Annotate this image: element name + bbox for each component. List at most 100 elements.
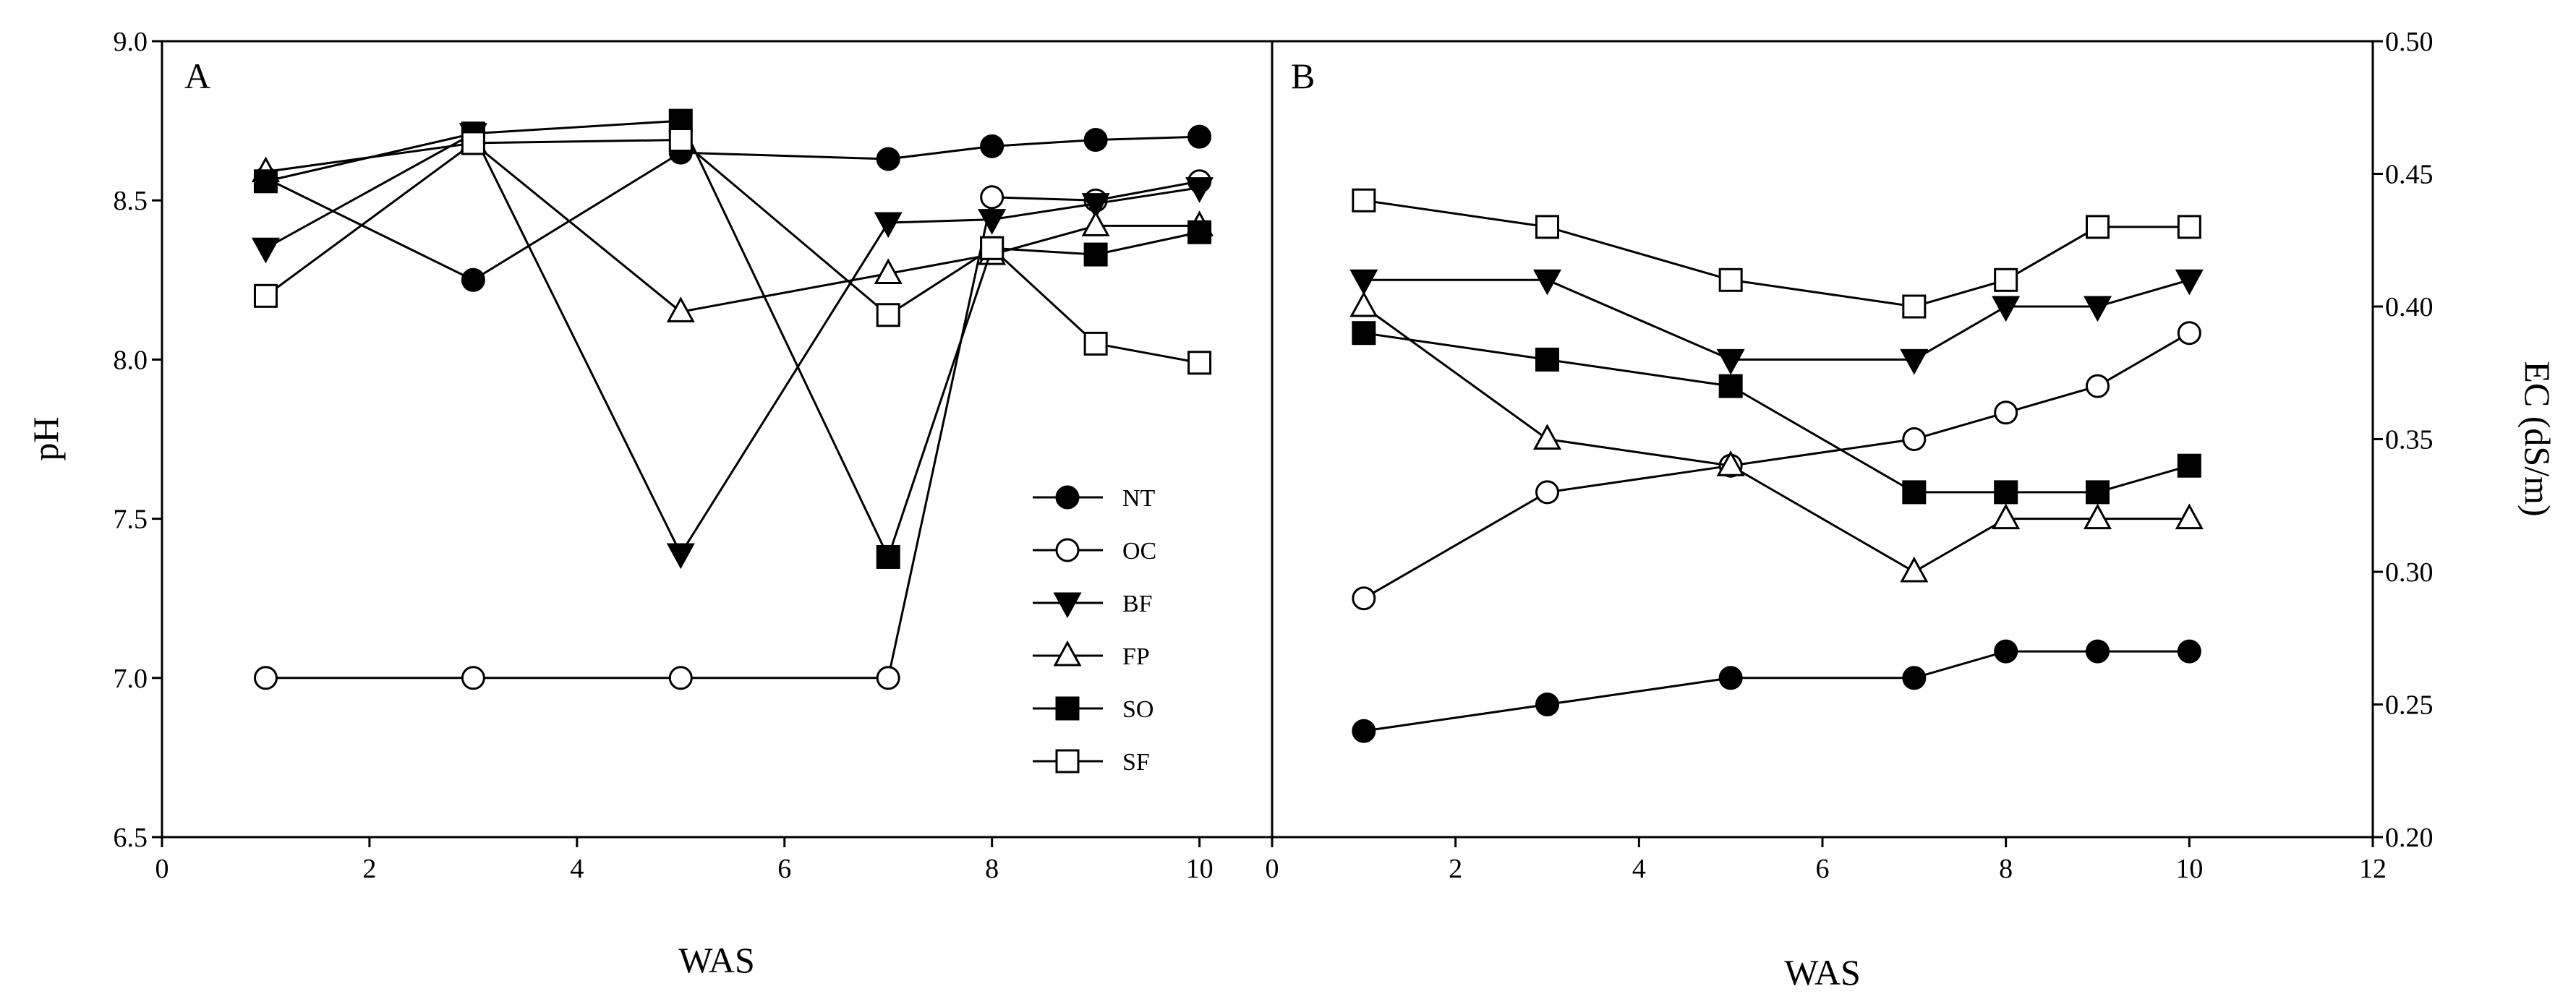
data-point-sf	[980, 236, 1005, 260]
panel-a-series	[251, 108, 1214, 690]
series-so	[1352, 321, 2201, 505]
data-point-oc	[876, 666, 900, 690]
data-point-sf	[253, 283, 278, 308]
data-point-bf	[874, 212, 903, 239]
legend-marker-fp	[1053, 640, 1082, 667]
data-point-so	[253, 169, 278, 194]
data-point-bf	[1185, 177, 1214, 203]
data-point-so	[1352, 321, 1376, 346]
data-point-sf	[2086, 215, 2110, 239]
data-point-so	[1718, 374, 1743, 398]
data-point-bf	[1081, 193, 1110, 219]
data-point-fp	[1900, 556, 1929, 583]
data-point-bf	[1992, 296, 2021, 322]
series-fp	[1349, 291, 2204, 583]
legend-marker-oc	[1055, 538, 1080, 562]
data-point-fp	[2083, 503, 2112, 530]
data-point-sf	[1187, 351, 1212, 375]
data-point-sf	[876, 303, 900, 327]
x-tick-label: 12	[2359, 854, 2387, 884]
x-tick-label: 4	[570, 854, 584, 884]
panel-a-x-axis-title: WAS	[678, 940, 755, 980]
data-point-so	[1902, 480, 1927, 505]
series-nt	[1352, 639, 2201, 743]
panel-a: A WAS pH 0 2 4 6 8 10 6.5 7.0 7.5 8.0 8.5 9.0 NT OC B…	[25, 27, 1274, 980]
data-point-sf	[2177, 215, 2201, 239]
data-point-bf	[1716, 348, 1745, 375]
y-tick-label: 0.35	[2385, 425, 2434, 455]
data-point-bf	[1900, 348, 1929, 375]
series-sf	[253, 128, 1212, 375]
data-point-nt	[1535, 693, 1559, 716]
legend-item-bf: BF	[1033, 591, 1153, 619]
data-point-nt	[980, 134, 1005, 158]
data-point-so	[1083, 242, 1108, 267]
data-point-so	[1187, 220, 1212, 244]
data-point-nt	[876, 147, 900, 171]
data-point-so	[1994, 480, 2018, 505]
data-point-nt	[461, 267, 485, 292]
panel-b-series	[1349, 188, 2204, 743]
legend-label-bf: BF	[1122, 591, 1153, 617]
data-point-sf	[1718, 267, 1743, 292]
x-tick-label: 0	[155, 854, 169, 884]
data-point-so	[876, 544, 900, 569]
series-oc	[1352, 321, 2201, 611]
data-point-oc	[668, 666, 693, 690]
data-point-sf	[1994, 267, 2018, 292]
legend-label-oc: OC	[1122, 538, 1156, 565]
data-point-nt	[1352, 719, 1376, 743]
legend-label-so: SO	[1122, 696, 1153, 723]
legend-item-so: SO	[1033, 696, 1153, 723]
data-point-nt	[1994, 639, 2018, 664]
y-tick-label: 7.0	[114, 664, 148, 694]
x-tick-label: 4	[1632, 854, 1646, 884]
series-bf	[1349, 269, 2204, 375]
legend-marker-nt	[1055, 485, 1080, 510]
y-tick-label: 7.5	[114, 505, 148, 535]
y-tick-label: 0.45	[2385, 160, 2434, 190]
data-point-bf	[978, 209, 1007, 235]
panel-b-y-axis-title: EC (dS/m)	[2517, 361, 2558, 516]
data-point-oc	[253, 666, 278, 690]
data-point-sf	[1083, 331, 1108, 356]
data-point-bf	[1532, 269, 1562, 296]
data-point-fp	[874, 258, 903, 284]
data-point-nt	[1187, 124, 1212, 149]
y-tick-label: 8.0	[114, 345, 148, 375]
data-point-oc	[1994, 400, 2018, 425]
data-point-oc	[1352, 586, 1376, 611]
y-tick-label: 0.50	[2385, 27, 2434, 57]
legend-item-fp: FP	[1033, 640, 1150, 670]
panel-b-label: B	[1291, 56, 1315, 96]
panel-b-x-axis-title: WAS	[1784, 952, 1861, 993]
data-point-so	[2086, 480, 2110, 505]
x-tick-label: 8	[985, 854, 999, 884]
data-point-oc	[461, 666, 485, 690]
data-point-fp	[1532, 424, 1562, 450]
legend-label-nt: NT	[1122, 485, 1156, 512]
data-point-sf	[461, 131, 485, 155]
data-point-oc	[2086, 374, 2110, 398]
panel-a-y-axis-title: pH	[25, 416, 66, 460]
legend-marker-so	[1055, 696, 1080, 721]
data-point-bf	[2175, 269, 2204, 296]
data-point-sf	[1352, 188, 1376, 213]
data-point-nt	[1083, 128, 1108, 153]
data-point-bf	[251, 237, 280, 264]
data-point-bf	[1349, 269, 1378, 296]
legend: NT OC BF FP SO SF	[1033, 485, 1156, 776]
legend-marker-sf	[1055, 749, 1080, 774]
legend-label-sf: SF	[1122, 749, 1150, 776]
panel-b: B WAS EC (dS/m) 0 2 4 6 8 10 120.20 0.25 0.30 0.3…	[1266, 27, 2559, 993]
x-tick-label: 8	[1999, 854, 2013, 884]
panel-b-axes: 0 2 4 6 8 10 120.20 0.25 0.30 0.35 0.40 0.45 0.50	[1266, 27, 2434, 884]
series-sf	[1352, 188, 2201, 319]
y-tick-label: 0.20	[2385, 823, 2434, 853]
y-tick-label: 6.5	[114, 823, 148, 853]
legend-marker-bf	[1053, 592, 1082, 619]
data-point-fp	[1349, 291, 1378, 317]
x-tick-label: 10	[2175, 854, 2203, 884]
